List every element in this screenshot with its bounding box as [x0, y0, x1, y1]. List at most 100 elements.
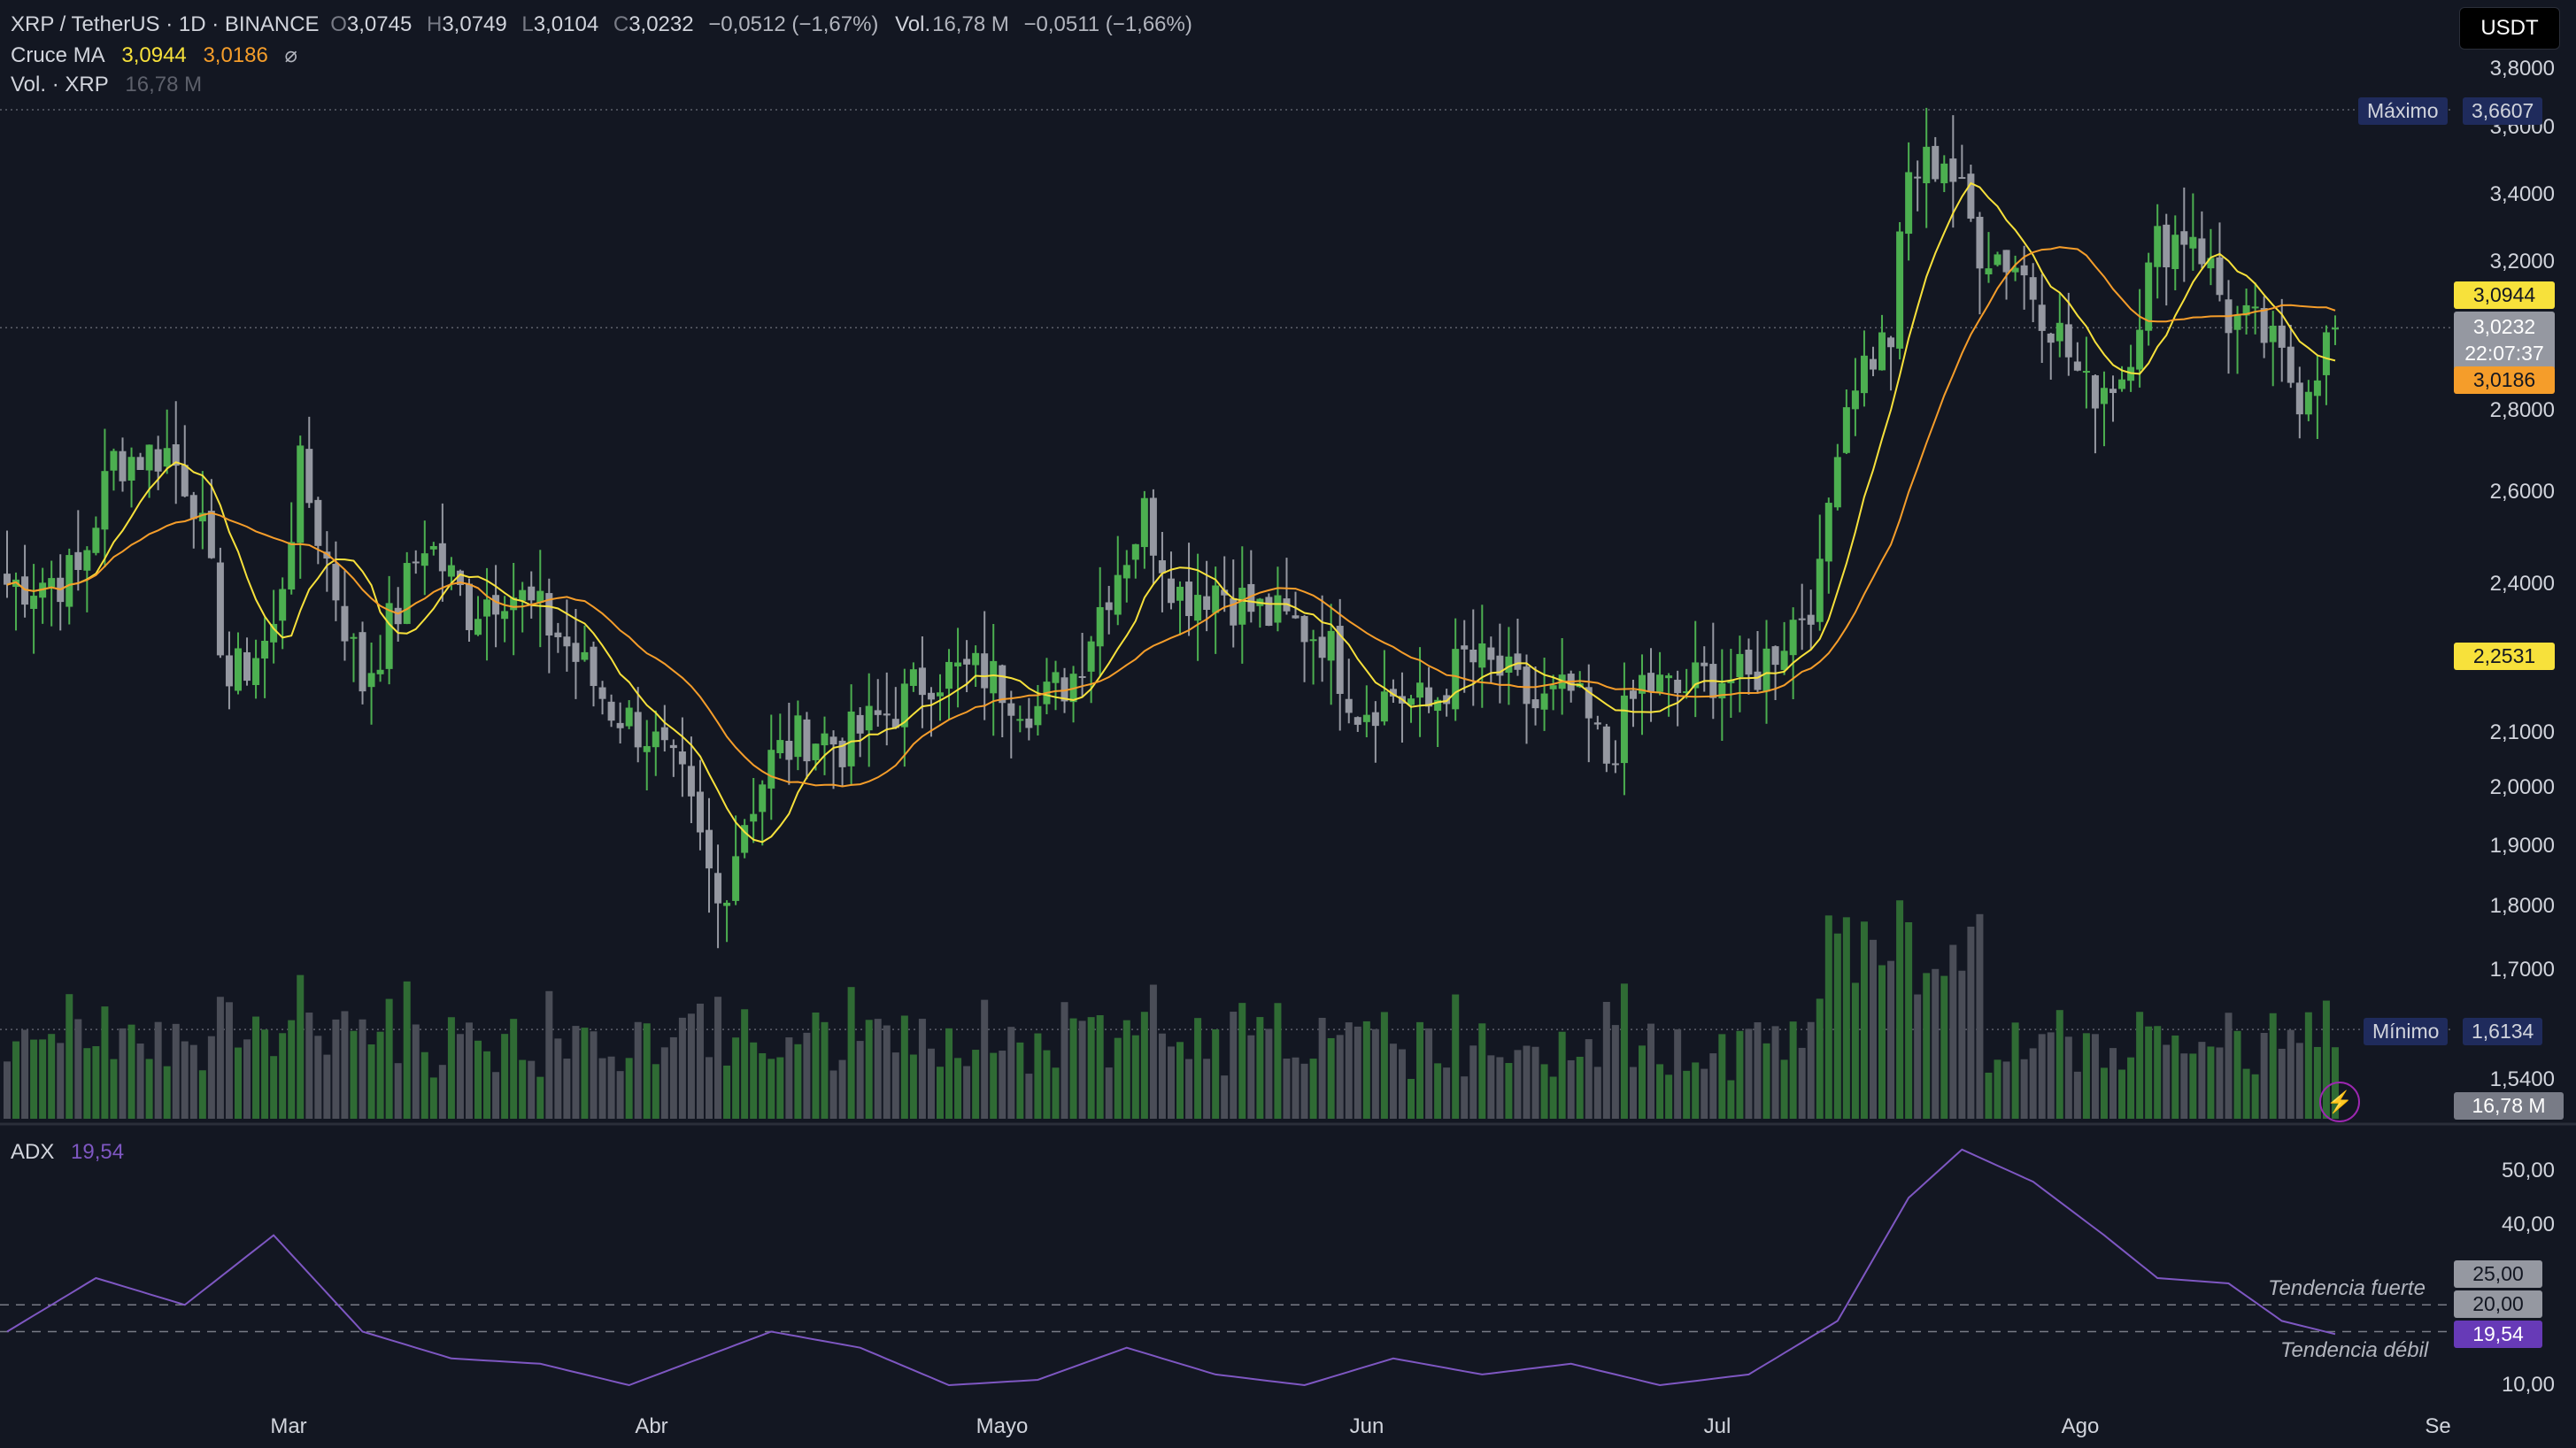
- candle[interactable]: [1692, 662, 1700, 689]
- candle[interactable]: [1131, 543, 1139, 560]
- candle[interactable]: [510, 597, 518, 611]
- candle[interactable]: [607, 701, 615, 721]
- candle[interactable]: [2136, 329, 2144, 370]
- candle[interactable]: [1674, 679, 1682, 694]
- candle[interactable]: [1762, 648, 1770, 692]
- currency-button[interactable]: USDT: [2459, 7, 2560, 50]
- candle[interactable]: [1230, 597, 1238, 626]
- candle[interactable]: [492, 595, 500, 615]
- candle[interactable]: [2002, 250, 2010, 273]
- candle[interactable]: [279, 589, 287, 621]
- candle[interactable]: [189, 495, 197, 520]
- candle[interactable]: [1203, 596, 1211, 611]
- candle[interactable]: [545, 593, 553, 636]
- candle[interactable]: [359, 632, 366, 692]
- candle[interactable]: [2047, 333, 2055, 343]
- candle[interactable]: [1620, 695, 1628, 764]
- candle[interactable]: [2073, 361, 2081, 371]
- candle[interactable]: [1122, 565, 1130, 579]
- candle[interactable]: [1976, 216, 1984, 269]
- candle[interactable]: [403, 563, 411, 624]
- candle[interactable]: [1078, 675, 1086, 678]
- candle[interactable]: [367, 673, 375, 688]
- candle[interactable]: [2269, 326, 2277, 343]
- candle[interactable]: [501, 611, 509, 620]
- candle[interactable]: [243, 651, 251, 682]
- candle[interactable]: [1585, 687, 1593, 719]
- adx-line[interactable]: [6, 1148, 2336, 1387]
- candle[interactable]: [981, 653, 989, 689]
- candle[interactable]: [1318, 636, 1326, 659]
- candle[interactable]: [198, 512, 206, 522]
- candle[interactable]: [572, 643, 580, 662]
- candle[interactable]: [1371, 712, 1379, 727]
- candle[interactable]: [1798, 618, 1806, 620]
- candle[interactable]: [1824, 503, 1832, 562]
- candle[interactable]: [1176, 586, 1184, 601]
- candle[interactable]: [1647, 673, 1655, 692]
- candle[interactable]: [385, 603, 393, 669]
- candle[interactable]: [918, 667, 926, 696]
- candle[interactable]: [332, 564, 340, 601]
- candle[interactable]: [1505, 656, 1513, 673]
- candle[interactable]: [1994, 254, 2001, 266]
- candle[interactable]: [1016, 719, 1024, 721]
- candle[interactable]: [891, 719, 899, 728]
- candle[interactable]: [2295, 382, 2303, 415]
- candle[interactable]: [30, 596, 38, 609]
- candle[interactable]: [2082, 371, 2090, 374]
- candle[interactable]: [865, 705, 873, 731]
- candle[interactable]: [1389, 689, 1397, 697]
- candle[interactable]: [2109, 389, 2117, 394]
- lightning-icon[interactable]: ⚡: [2319, 1082, 2360, 1122]
- candle[interactable]: [1185, 582, 1193, 617]
- candle[interactable]: [1816, 558, 1824, 622]
- candle[interactable]: [598, 687, 606, 699]
- candle[interactable]: [1034, 705, 1042, 726]
- candle[interactable]: [767, 750, 775, 789]
- candle[interactable]: [723, 902, 731, 906]
- candle[interactable]: [119, 451, 127, 481]
- candle[interactable]: [2180, 231, 2188, 245]
- candle[interactable]: [643, 745, 651, 752]
- candle[interactable]: [999, 665, 1006, 704]
- candle[interactable]: [1274, 595, 1282, 623]
- candle[interactable]: [1416, 682, 1424, 698]
- candle[interactable]: [750, 813, 758, 822]
- candle[interactable]: [1292, 615, 1300, 619]
- candle[interactable]: [652, 731, 659, 748]
- candle[interactable]: [420, 553, 428, 566]
- candle[interactable]: [412, 561, 420, 564]
- candle[interactable]: [181, 465, 189, 497]
- candle[interactable]: [1665, 675, 1673, 679]
- candle[interactable]: [945, 661, 953, 689]
- ma-slow-line[interactable]: [6, 246, 2336, 788]
- candle[interactable]: [101, 471, 109, 530]
- candle[interactable]: [1611, 763, 1619, 766]
- candle[interactable]: [2233, 315, 2241, 330]
- candle[interactable]: [2154, 226, 2162, 267]
- candle[interactable]: [4, 574, 11, 585]
- candle[interactable]: [234, 648, 242, 691]
- candle[interactable]: [625, 707, 633, 727]
- candle[interactable]: [394, 607, 402, 625]
- candle[interactable]: [216, 562, 224, 656]
- candle[interactable]: [2260, 308, 2268, 343]
- candle[interactable]: [376, 669, 384, 674]
- candle[interactable]: [447, 565, 455, 577]
- candle[interactable]: [261, 640, 269, 659]
- candle[interactable]: [972, 652, 980, 666]
- candle[interactable]: [314, 499, 322, 546]
- candle[interactable]: [66, 555, 73, 607]
- candle[interactable]: [1727, 680, 1735, 683]
- candle[interactable]: [474, 619, 482, 635]
- candle[interactable]: [1531, 699, 1539, 709]
- candle[interactable]: [794, 715, 802, 758]
- candle[interactable]: [1452, 649, 1460, 710]
- candle[interactable]: [1629, 690, 1637, 699]
- symbol-legend[interactable]: XRP / TetherUS · 1D · BINANCE O3,0745 H3…: [11, 12, 1192, 36]
- candle[interactable]: [1238, 588, 1246, 625]
- candle[interactable]: [2118, 379, 2126, 389]
- candle[interactable]: [590, 646, 598, 687]
